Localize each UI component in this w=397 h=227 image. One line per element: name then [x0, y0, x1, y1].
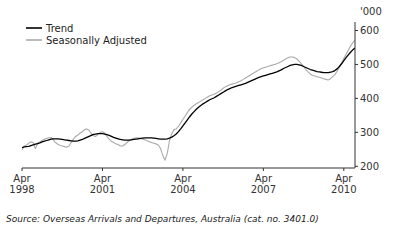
- y-tick: [355, 64, 358, 65]
- y-tick: [355, 30, 358, 31]
- x-tick-label: Apr1998: [9, 173, 34, 195]
- lines: [22, 40, 355, 160]
- y-tick: [355, 98, 358, 99]
- x-tick-label-line: Apr: [335, 173, 353, 184]
- x-tick-label: Apr2004: [170, 173, 195, 195]
- x-tick: [22, 168, 23, 171]
- source-note: Source: Overseas Arrivals and Departures…: [6, 214, 319, 224]
- x-tick-label-line: Apr: [174, 173, 192, 184]
- chart: 200300400500600Apr1998Apr2001Apr2004Apr2…: [0, 0, 397, 227]
- legend-swatch: [26, 27, 42, 29]
- x-tick: [263, 168, 264, 171]
- legend-label: Seasonally Adjusted: [46, 35, 147, 46]
- x-tick-label: Apr2001: [90, 173, 115, 195]
- x-tick: [102, 168, 103, 171]
- legend-label: Trend: [45, 23, 73, 34]
- series-line: [22, 48, 355, 147]
- y-tick-label: 600: [360, 25, 379, 36]
- x-axis: [22, 168, 355, 169]
- x-tick-label: Apr2010: [331, 173, 356, 195]
- x-tick-label-line: Apr: [13, 173, 31, 184]
- x-tick-label-line: Apr: [255, 173, 273, 184]
- x-tick-label-line: Apr: [94, 173, 112, 184]
- x-tick-label-line: 2001: [90, 184, 115, 195]
- x-tick: [343, 168, 344, 171]
- background: [0, 0, 397, 227]
- y-axis: [355, 22, 356, 168]
- y-tick-label: 500: [360, 59, 379, 70]
- x-tick-label-line: 1998: [9, 184, 34, 195]
- legend: TrendSeasonally Adjusted: [26, 23, 147, 46]
- x-tick-label-line: 2007: [251, 184, 276, 195]
- x-tick-label-line: 2004: [170, 184, 195, 195]
- x-tick-label: Apr2007: [251, 173, 276, 195]
- y-label: '000: [360, 6, 382, 17]
- y-tick: [355, 166, 358, 167]
- series-line: [22, 40, 355, 160]
- legend-swatch: [26, 39, 42, 41]
- x-tick-label-line: 2010: [331, 184, 356, 195]
- y-tick: [355, 132, 358, 133]
- y-tick-label: 200: [360, 161, 379, 172]
- x-tick: [182, 168, 183, 171]
- y-tick-label: 300: [360, 127, 379, 138]
- y-tick-label: 400: [360, 93, 379, 104]
